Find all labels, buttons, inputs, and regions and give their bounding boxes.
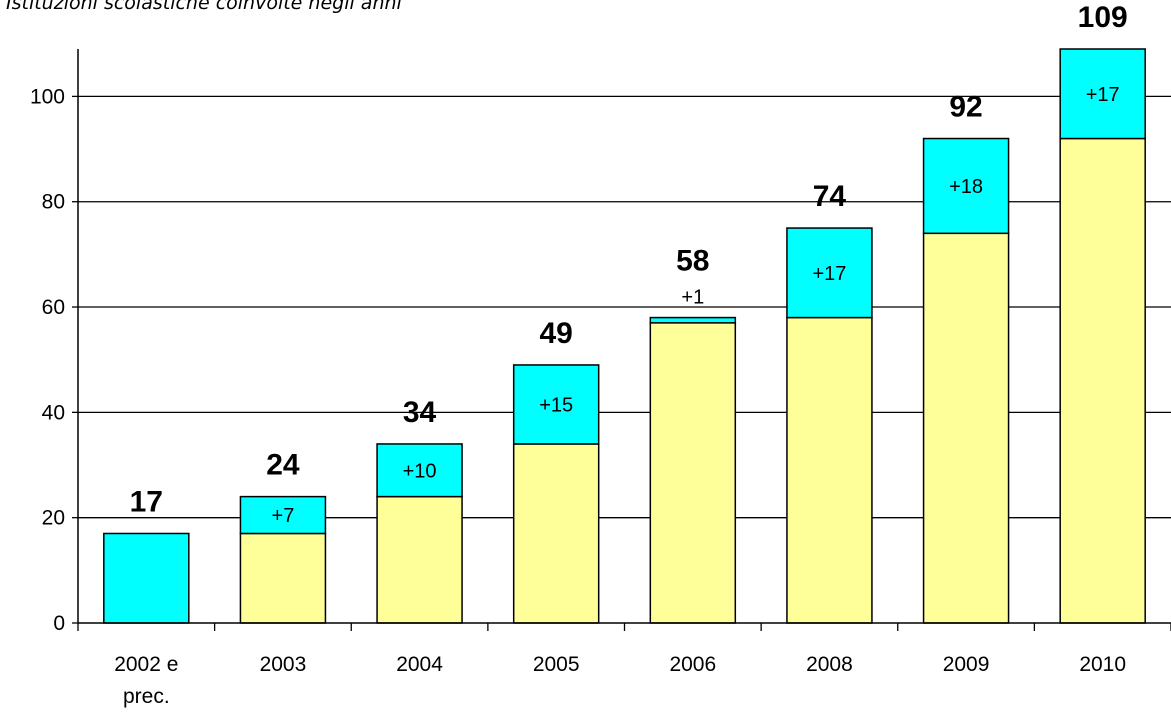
bar-segment-base [786,316,873,624]
x-tick-label: 2004 [396,653,443,676]
bar-segment-increment [922,137,1010,235]
total-label: 24 [266,449,300,482]
bar-segment-increment [376,443,463,498]
x-tick-label: 2005 [533,653,580,676]
total-label: 109 [1078,1,1128,34]
bar-segment-increment [103,532,190,624]
total-label: 92 [949,91,982,124]
x-tick-label: 2009 [943,653,990,676]
bar-segment-base [1059,137,1146,624]
x-tick-label: 2002 e [114,653,178,676]
x-tick-label: 2003 [260,653,307,676]
total-label: 49 [540,317,573,350]
increment-label: +17 [1086,84,1120,106]
total-label: 34 [403,396,437,429]
y-tick-label: 100 [30,85,65,108]
bar-segment-increment [786,227,873,319]
chart-title: Istituzioni scolastiche coinvolte negli … [6,0,402,14]
x-tick-label: 2006 [669,653,716,676]
y-tick-label: 20 [42,507,65,530]
y-tick-label: 60 [42,296,65,319]
increment-label: +17 [812,263,846,285]
x-tick-label: 2010 [1079,653,1126,676]
axes: 0 20 40 60 80 100 2002 e prec. 2003 2004 2005 2006 2… [30,49,1171,708]
total-label: 74 [813,180,847,213]
increment-label: +18 [949,176,983,198]
bar-segment-base [649,322,737,624]
increment-label: +7 [272,505,295,527]
bar-segment-base [512,443,600,624]
increment-label: +1 [681,287,704,309]
bar-segment-base [239,532,327,624]
data-labels: 17 +7 24 +10 34 +15 49 +1 58 +17 74 +18 92 +17 109 [130,1,1128,527]
bar-segment-base [376,495,463,624]
x-tick-label: prec. [123,685,170,708]
bar-segment-base [922,232,1010,624]
bar-segment-increment [1059,48,1146,140]
bar-segment-increment [512,364,600,445]
bar-segment-increment [239,495,327,535]
y-tick-label: 80 [42,191,65,214]
x-tick-label: 2008 [806,653,853,676]
y-tick-label: 0 [53,612,65,635]
total-label: 58 [676,245,709,278]
increment-label: +15 [539,394,573,416]
increment-label: +10 [403,460,437,482]
y-tick-label: 40 [42,401,65,424]
bars [103,48,1146,624]
total-label: 17 [130,485,163,518]
bar-segment-increment [649,316,737,324]
